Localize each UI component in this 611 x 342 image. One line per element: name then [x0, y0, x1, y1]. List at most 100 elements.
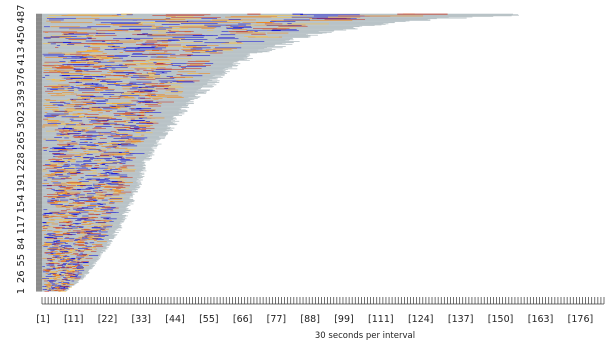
heatmap-cell [96, 100, 106, 102]
heatmap-cell [180, 66, 186, 68]
heatmap-row-stub [36, 241, 42, 243]
heatmap-cell [65, 261, 70, 262]
heatmap-row [36, 160, 144, 162]
heatmap-cell [171, 33, 203, 35]
heatmap-cell [70, 265, 74, 267]
heatmap-cell [105, 111, 111, 112]
heatmap-cell [56, 213, 65, 215]
heatmap-cell [68, 274, 76, 276]
heatmap-row [36, 254, 102, 256]
heatmap-cell [113, 75, 134, 77]
heatmap-cell [76, 169, 84, 171]
heatmap-row-stub [36, 275, 42, 277]
heatmap-cell [64, 271, 72, 273]
heatmap-cell [97, 197, 104, 199]
heatmap-row [36, 21, 396, 23]
heatmap-row-stub [36, 39, 42, 41]
heatmap-cell [142, 54, 156, 56]
heatmap-row-base [42, 184, 142, 185]
heatmap-cell [140, 98, 151, 99]
heatmap-row [36, 72, 226, 74]
heatmap-cell [78, 179, 83, 180]
heatmap-cell [103, 108, 118, 110]
heatmap-row-stub [36, 166, 42, 168]
heatmap-row-stub [36, 106, 42, 108]
heatmap-cell [133, 127, 147, 128]
heatmap-row [36, 67, 233, 69]
y-tick-label: 84 [16, 237, 27, 250]
heatmap-cell [110, 79, 121, 81]
heatmap-cell [245, 24, 288, 26]
heatmap-cell [242, 21, 275, 23]
heatmap-cell [67, 227, 78, 229]
heatmap-cell [44, 280, 49, 282]
heatmap-cell [176, 74, 183, 75]
heatmap-cell [165, 18, 171, 20]
heatmap-cell [132, 87, 142, 89]
heatmap-row [36, 141, 159, 143]
heatmap-row-stub [36, 38, 42, 40]
heatmap-row-stub [36, 261, 42, 263]
heatmap-row [36, 267, 93, 269]
heatmap-row [36, 140, 156, 142]
heatmap-cell [103, 196, 107, 197]
heatmap-row [36, 66, 233, 67]
heatmap-cell [71, 257, 76, 259]
heatmap-cell [44, 99, 51, 101]
heatmap-row-base [42, 198, 134, 200]
heatmap-cell [71, 140, 76, 142]
heatmap-cell [146, 72, 168, 74]
heatmap-cell [121, 145, 138, 147]
heatmap-cell [86, 103, 102, 105]
heatmap-row [36, 87, 201, 89]
heatmap-row [36, 236, 116, 238]
heatmap-row-stub [36, 184, 42, 186]
heatmap-cell [51, 266, 57, 268]
heatmap-cell [220, 34, 236, 36]
heatmap-row [36, 135, 167, 136]
heatmap-row-base [42, 214, 127, 216]
heatmap-row [36, 54, 250, 56]
heatmap-row-base [42, 80, 208, 82]
heatmap-row-stub [36, 217, 42, 219]
heatmap-cell [69, 98, 86, 100]
heatmap-cell [71, 210, 84, 212]
heatmap-row [36, 69, 228, 70]
heatmap-cell [132, 124, 143, 126]
heatmap-row-stub [36, 63, 42, 65]
heatmap-cell [68, 181, 77, 183]
heatmap-cell [62, 233, 70, 234]
heatmap-cell [91, 226, 101, 228]
heatmap-row [36, 230, 116, 232]
heatmap-cell [271, 30, 299, 32]
heatmap-row [36, 290, 67, 292]
heatmap-cell [316, 17, 347, 19]
heatmap-row [36, 178, 138, 180]
heatmap-cell [66, 43, 75, 45]
heatmap-row-base [42, 270, 89, 272]
heatmap-row [36, 190, 138, 192]
heatmap-row [36, 273, 89, 274]
heatmap-cell [62, 269, 67, 271]
heatmap-cell [77, 262, 85, 264]
heatmap-row [36, 234, 117, 236]
heatmap-cell [101, 212, 112, 214]
heatmap-cell [270, 21, 296, 22]
heatmap-cell [59, 88, 65, 90]
heatmap-cell [75, 201, 80, 203]
heatmap-cell [62, 233, 74, 235]
heatmap-row [36, 216, 126, 217]
heatmap-cell [111, 102, 132, 104]
heatmap-cell [63, 54, 73, 56]
heatmap-cell [150, 56, 168, 58]
heatmap-cell [94, 226, 98, 228]
heatmap-row-stub [36, 250, 42, 252]
heatmap-cell [120, 143, 131, 144]
heatmap-row-stub [36, 72, 42, 74]
heatmap-cell [80, 185, 86, 187]
heatmap-cell [125, 74, 130, 75]
heatmap-row-stub [36, 129, 42, 131]
heatmap-row-stub [36, 281, 42, 282]
heatmap-cell [42, 277, 46, 278]
heatmap-row [36, 253, 102, 255]
